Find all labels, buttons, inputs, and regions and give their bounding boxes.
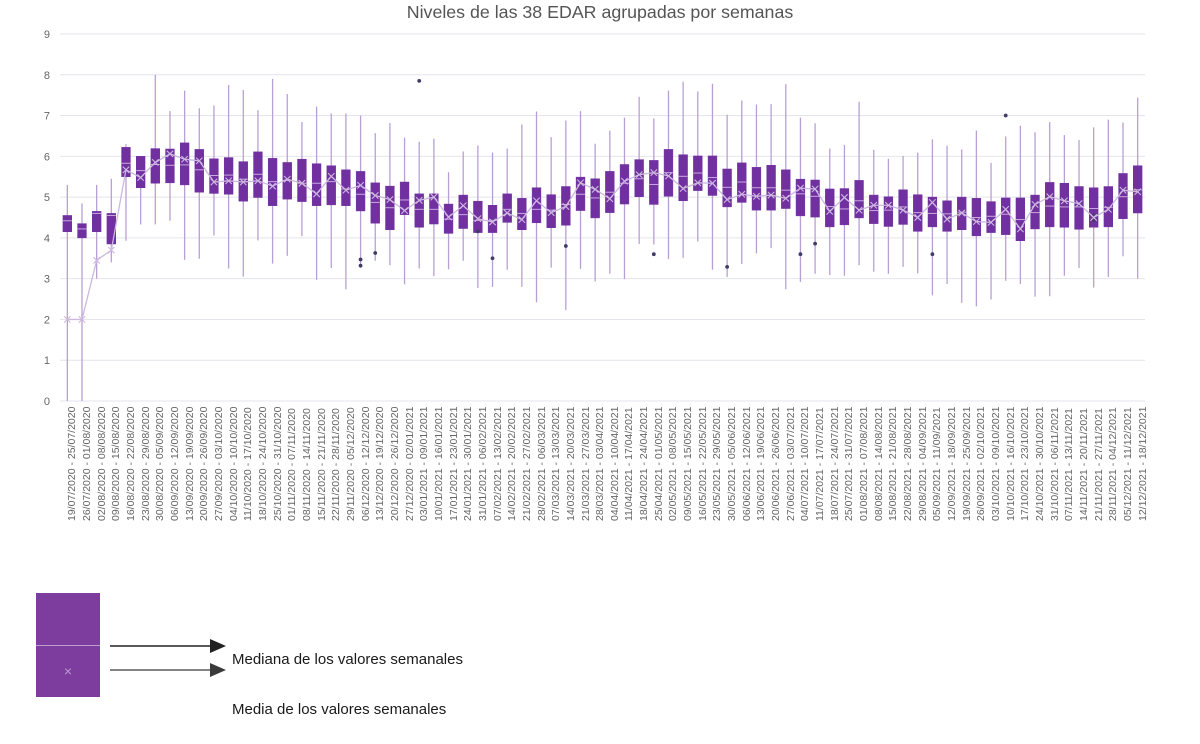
svg-text:2: 2 bbox=[44, 314, 50, 326]
svg-text:9: 9 bbox=[44, 29, 50, 41]
svg-text:3: 3 bbox=[44, 274, 50, 286]
svg-text:7: 7 bbox=[44, 111, 50, 123]
svg-text:4: 4 bbox=[44, 233, 50, 245]
svg-text:0: 0 bbox=[44, 396, 50, 408]
svg-text:5: 5 bbox=[44, 192, 50, 204]
svg-text:6: 6 bbox=[44, 151, 50, 163]
svg-text:1: 1 bbox=[44, 355, 50, 367]
svg-text:8: 8 bbox=[44, 70, 50, 82]
